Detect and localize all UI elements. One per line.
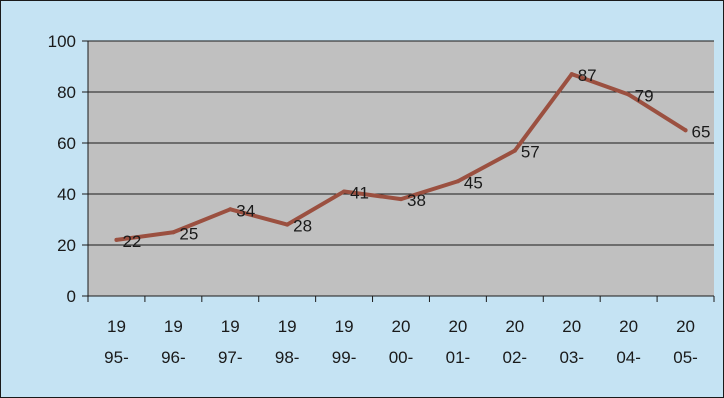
x-tick-label: 19: [221, 317, 240, 336]
x-tick-label: 95-: [104, 348, 129, 367]
x-tick-label: 19: [278, 317, 297, 336]
x-tick-label: 20: [448, 317, 467, 336]
x-tick-label: 02-: [503, 348, 528, 367]
data-label: 87: [578, 66, 597, 85]
series-group: [114, 72, 688, 242]
x-tick-label: 05-: [673, 348, 698, 367]
x-tick-label: 19: [335, 317, 354, 336]
data-point: [569, 72, 574, 77]
data-label: 57: [521, 143, 540, 162]
data-point: [114, 237, 119, 242]
data-label: 28: [293, 217, 312, 236]
x-tick-label: 20: [505, 317, 524, 336]
data-label: 41: [350, 183, 369, 202]
x-tick-label: 04-: [616, 348, 641, 367]
data-point: [171, 230, 176, 235]
data-label: 79: [635, 87, 654, 106]
data-label: 22: [122, 232, 141, 251]
x-tick-label: 20: [562, 317, 581, 336]
data-label: 65: [692, 122, 711, 141]
axes: [87, 41, 714, 297]
x-tick-label: 20: [392, 317, 411, 336]
x-tick-label: 00-: [389, 348, 414, 367]
data-point: [285, 222, 290, 227]
x-tick-label: 19: [164, 317, 183, 336]
x-tick-label: 98-: [275, 348, 300, 367]
data-point: [683, 128, 688, 133]
x-tick-label: 19: [107, 317, 126, 336]
data-point: [455, 179, 460, 184]
y-tick-label: 20: [57, 236, 76, 255]
data-labels: 22 25 34 28 41 38 45 57 87 79 65: [122, 66, 710, 251]
x-tick-label: 20: [619, 317, 638, 336]
data-point: [399, 197, 403, 202]
x-tick-label: 99-: [332, 348, 357, 367]
y-tick-label: 80: [57, 83, 76, 102]
y-tick-label: 0: [67, 287, 76, 306]
x-tick-label: 96-: [161, 348, 186, 367]
data-label: 34: [236, 201, 255, 220]
x-tick-label: 20: [676, 317, 695, 336]
y-axis-ticks: 0 20 40 60 80 100: [48, 32, 88, 306]
data-point: [512, 148, 517, 153]
x-tick-label: 97-: [218, 348, 243, 367]
data-point: [626, 92, 631, 97]
gridlines: [88, 40, 714, 246]
y-tick-label: 100: [48, 32, 76, 51]
y-tick-label: 40: [57, 185, 76, 204]
data-point: [228, 207, 233, 212]
plot-area: [88, 41, 714, 296]
data-label: 38: [407, 191, 426, 210]
x-tick-label: 03-: [559, 348, 584, 367]
x-axis-ticks: 19 95- 19 96- 19 97- 19 98- 19 99- 20 00- 20 01- 20 02-…: [87, 296, 715, 367]
x-tick-label: 01-: [446, 348, 471, 367]
data-point: [342, 189, 347, 194]
data-label: 25: [179, 224, 198, 243]
data-label: 45: [464, 173, 483, 192]
y-tick-label: 60: [57, 134, 76, 153]
